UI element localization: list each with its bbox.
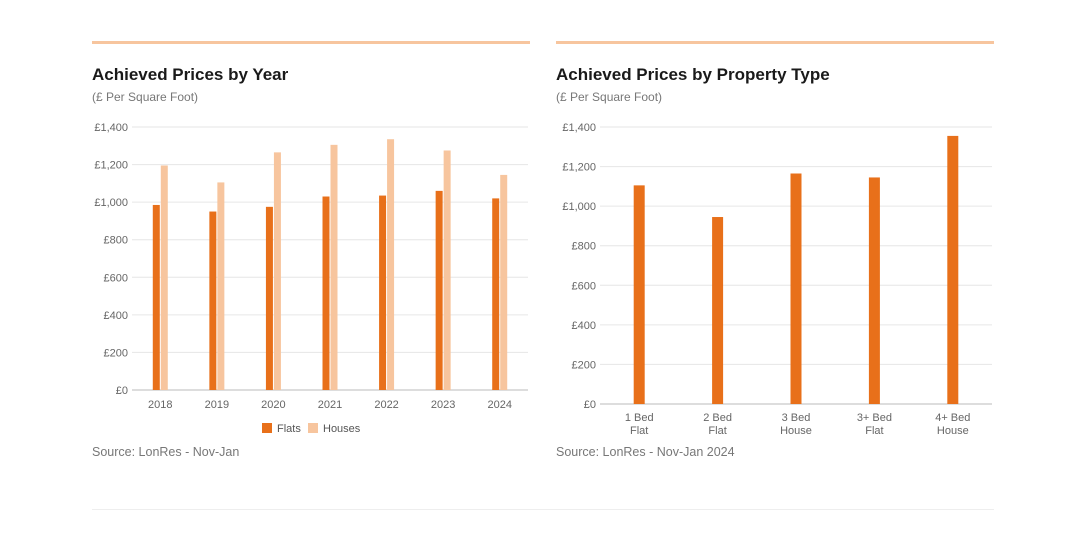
bar-houses	[500, 174, 508, 390]
y-tick-label: £200	[572, 359, 596, 371]
top-accent-rule	[556, 41, 994, 44]
bar-houses	[273, 152, 281, 390]
x-tick-label: Flat	[630, 425, 648, 437]
bar-property-type	[790, 173, 802, 404]
legend-swatch-houses	[308, 423, 318, 433]
x-tick-label: Flat	[708, 425, 726, 437]
legend-swatch-flats	[262, 423, 272, 433]
bar-property-type	[868, 177, 880, 404]
bar-property-type	[633, 185, 645, 404]
x-tick-label: 2022	[374, 399, 398, 411]
y-tick-label: £1,400	[562, 122, 596, 134]
x-tick-label: 3 Bed	[782, 412, 811, 424]
y-tick-label: £400	[572, 320, 596, 332]
chart-source: Source: LonRes - Nov-Jan 2024	[556, 445, 735, 459]
bar-houses	[160, 165, 168, 390]
bar-flats	[265, 206, 273, 390]
y-tick-label: £1,400	[94, 122, 128, 134]
bar-property-type	[947, 135, 959, 404]
x-tick-label: House	[937, 425, 969, 437]
x-tick-label: 4+ Bed	[935, 412, 970, 424]
chart-subtitle: (£ Per Square Foot)	[556, 90, 663, 104]
chart-title: Achieved Prices by Property Type	[556, 65, 830, 84]
y-tick-label: £200	[104, 347, 128, 359]
chart-subtitle: (£ Per Square Foot)	[92, 90, 199, 104]
x-tick-label: 1 Bed	[625, 412, 654, 424]
y-tick-label: £0	[116, 385, 128, 397]
bar-flats	[435, 190, 443, 390]
bar-flats	[492, 198, 500, 390]
bar-flats	[209, 211, 217, 390]
chart-source: Source: LonRes - Nov-Jan	[92, 445, 240, 459]
top-accent-rule	[92, 41, 530, 44]
bar-houses	[330, 144, 338, 390]
x-tick-label: 3+ Bed	[857, 412, 892, 424]
x-tick-label: 2019	[205, 399, 229, 411]
y-tick-label: £1,000	[562, 201, 596, 213]
x-tick-label: 2020	[261, 399, 285, 411]
bottom-divider	[92, 509, 994, 510]
y-tick-label: £0	[584, 399, 596, 411]
bar-property-type	[712, 217, 724, 404]
y-tick-label: £800	[104, 235, 128, 247]
legend-label-flats: Flats	[277, 423, 301, 435]
x-tick-label: 2021	[318, 399, 342, 411]
x-tick-label: 2018	[148, 399, 172, 411]
bar-flats	[152, 204, 160, 390]
y-tick-label: £600	[104, 272, 128, 284]
chart-title: Achieved Prices by Year	[92, 65, 289, 84]
y-tick-label: £400	[104, 310, 128, 322]
x-tick-label: Flat	[865, 425, 883, 437]
bar-chart-by-year: £0 £200 £400 £600 £800 £1,000 £1,200 £1,400 2018…	[94, 122, 528, 435]
x-tick-label: 2023	[431, 399, 455, 411]
legend-label-houses: Houses	[323, 423, 361, 435]
bar-flats	[379, 195, 387, 390]
y-tick-label: £1,200	[94, 160, 128, 172]
bar-houses	[387, 139, 395, 390]
bar-houses	[443, 150, 451, 390]
x-tick-label: 2 Bed	[703, 412, 732, 424]
y-tick-label: £800	[572, 241, 596, 253]
legend: Flats Houses	[262, 423, 361, 435]
y-tick-label: £1,200	[562, 162, 596, 174]
bar-flats	[322, 196, 330, 390]
y-tick-label: £600	[572, 280, 596, 292]
bar-chart-by-property-type: £0 £200 £400 £600 £800 £1,000 £1,200 £1,400 1 Be…	[562, 122, 992, 437]
y-tick-label: £1,000	[94, 197, 128, 209]
x-tick-label: House	[780, 425, 812, 437]
bar-houses	[217, 182, 225, 390]
x-tick-label: 2024	[487, 399, 511, 411]
